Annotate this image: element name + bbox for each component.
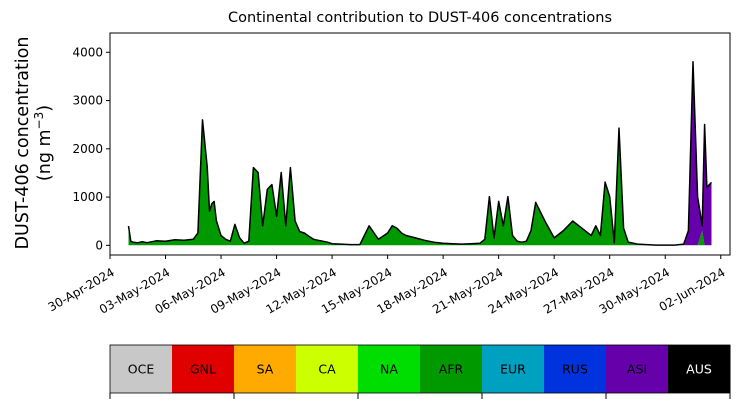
- legend-frame: [109, 344, 731, 394]
- legend-label-aus: AUS: [686, 362, 712, 377]
- legend-label-afr: AFR: [439, 362, 464, 377]
- legend: OCE GNL SA CA NA AFR EUR RUS ASI AUS: [109, 344, 731, 399]
- legend-swatch-oce: [110, 345, 173, 393]
- legend-swatch-gnl: [172, 345, 235, 393]
- y-axis-label: DUST-406 concentration (ng m−3): [13, 37, 55, 250]
- legend-label-asi: ASI: [627, 362, 647, 377]
- y-tick-label: 1000: [72, 190, 103, 204]
- legend-swatch-ca: [296, 345, 359, 393]
- series-layer: [128, 61, 712, 246]
- x-axis-ticks: 30-Apr-202403-May-202406-May-202409-May-…: [46, 255, 728, 317]
- legend-swatch-eur: [482, 345, 545, 393]
- chart-title: Continental contribution to DUST-406 con…: [228, 10, 612, 26]
- legend-swatch-aus: [668, 345, 731, 393]
- series-area-afr: [128, 122, 712, 246]
- legend-label-gnl: GNL: [190, 362, 216, 377]
- legend-swatch-na: [358, 345, 421, 393]
- outline-layer: [127, 60, 713, 246]
- legend-swatch-sa: [234, 345, 297, 393]
- total-outline: [127, 60, 713, 246]
- y-axis-label-unit: (ng m−3): [32, 105, 55, 181]
- legend-label-rus: RUS: [562, 362, 588, 377]
- legend-swatch-rus: [544, 345, 607, 393]
- y-axis-label-main: DUST-406 concentration: [13, 37, 33, 250]
- legend-label-sa: SA: [257, 362, 274, 377]
- legend-label-eur: EUR: [500, 362, 526, 377]
- legend-label-oce: OCE: [128, 362, 155, 377]
- plot-frame: [109, 32, 731, 256]
- legend-label-ca: CA: [318, 362, 336, 377]
- y-tick-label: 3000: [72, 94, 103, 108]
- y-tick-label: 0: [95, 238, 103, 252]
- y-axis-ticks: 0 1000 2000 3000 4000: [72, 45, 110, 252]
- y-tick-label: 4000: [72, 45, 103, 59]
- legend-swatch-asi: [606, 345, 669, 393]
- y-tick-label: 2000: [72, 142, 103, 156]
- legend-swatch-afr: [420, 345, 483, 393]
- legend-label-na: NA: [380, 362, 398, 377]
